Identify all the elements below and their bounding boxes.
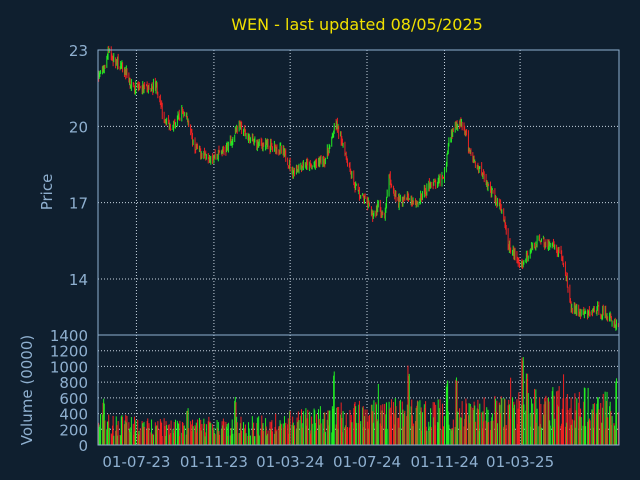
x-tick-label: 01-03-25 [486,453,554,471]
price-grid [98,49,619,335]
x-tick-label: 01-07-24 [333,453,401,471]
price-tick-label: 17 [69,195,88,213]
volume-bars [97,357,620,445]
x-axis-ticks: 01-07-23 01-11-23 01-03-24 01-07-24 01-11-24… [102,453,554,471]
x-tick-label: 01-03-24 [256,453,324,471]
chart-title: WEN - last updated 08/05/2025 [231,15,483,34]
volume-panel-frame [97,334,620,446]
volume-tick-label: 1200 [50,343,88,361]
price-axis-label: Price [38,174,56,211]
volume-tick-label: 600 [59,390,88,408]
volume-tick-label: 0 [78,437,88,455]
volume-tick-label: 200 [59,421,88,439]
x-tick-label: 01-11-23 [180,453,248,471]
price-tick-label: 14 [69,271,88,289]
x-tick-label: 01-07-23 [102,453,170,471]
price-tick-label: 23 [69,42,88,60]
volume-tick-label: 1400 [50,327,88,345]
volume-tick-label: 400 [59,406,88,424]
price-candles [97,45,620,331]
volume-tick-label: 1000 [50,358,88,376]
price-axis-ticks: 23 20 17 14 [69,42,88,289]
x-tick-label: 01-11-24 [410,453,478,471]
price-tick-label: 20 [69,118,88,136]
volume-grid [98,335,619,445]
volume-tick-label: 800 [59,374,88,392]
volume-axis-label: Volume (0000) [18,335,36,445]
